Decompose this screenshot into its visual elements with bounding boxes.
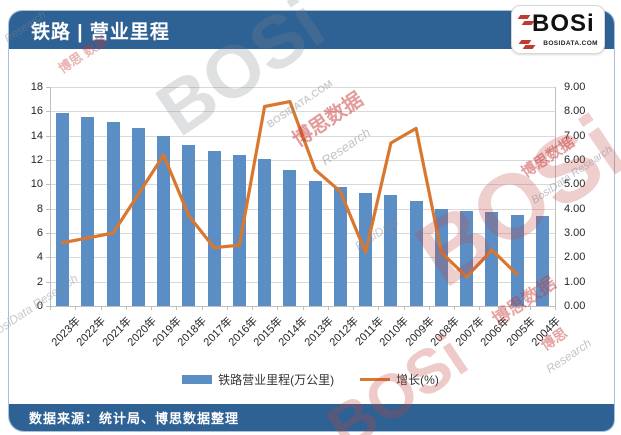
y-axis-label-left: 18 <box>30 81 43 93</box>
gridline <box>50 111 555 113</box>
x-axis-tick <box>226 306 228 310</box>
report-card: 铁路 | 营业里程 BOSi BOSIDATA.COM 铁路营业里程(万公里) <box>8 5 615 432</box>
y-axis-tick <box>46 306 50 307</box>
y-axis-tick <box>46 160 50 161</box>
x-axis-tick <box>403 306 405 310</box>
bar-2018年 <box>182 145 196 306</box>
y-axis-line-left <box>50 87 51 306</box>
bar-2007年 <box>460 211 474 306</box>
x-axis-tick <box>277 306 279 310</box>
x-axis-tick <box>75 306 77 310</box>
gridline <box>50 160 555 161</box>
x-axis-tick <box>504 306 506 310</box>
gridline <box>50 233 555 234</box>
gridline <box>50 87 555 88</box>
x-axis-tick <box>252 306 253 310</box>
gridline <box>50 184 555 186</box>
gridline <box>50 208 555 210</box>
x-axis-tick <box>378 306 380 310</box>
y-axis-tick <box>46 135 50 137</box>
x-axis-tick <box>201 306 203 310</box>
page-title: 铁路 | 营业里程 <box>31 21 170 43</box>
y-axis-tick <box>46 281 50 283</box>
bar-2010年 <box>384 195 398 306</box>
x-axis-tick <box>327 306 329 310</box>
x-axis-tick <box>428 306 430 310</box>
x-axis-tick <box>176 306 178 310</box>
bar-2016年 <box>232 155 246 306</box>
x-axis-tick <box>479 306 481 310</box>
gridline <box>50 281 555 283</box>
y-axis-label-right: 7.00 <box>564 129 586 142</box>
legend-label-mileage: 铁路营业里程(万公里) <box>218 373 335 387</box>
y-axis-label-right: 1.00 <box>564 275 586 288</box>
x-axis-tick <box>555 306 556 310</box>
logo-slash-icon <box>518 40 532 44</box>
y-axis-label-left: 10 <box>30 178 43 191</box>
bar-2005年 <box>510 214 524 306</box>
y-axis-label-left: 14 <box>30 129 43 142</box>
gridline <box>50 257 555 259</box>
y-axis-label-right: 8.00 <box>564 105 586 118</box>
bar-2023年 <box>56 112 70 306</box>
y-axis-label-left: 16 <box>30 105 43 118</box>
plot-region: 铁路营业里程(万公里) 增长(%) 18 9.00 16 8.00 14 7.00 12 6.… <box>9 49 612 404</box>
y-axis-label-right: 5.00 <box>564 178 586 191</box>
y-axis-label-left: 6 <box>36 227 43 239</box>
legend-item-mileage: 铁路营业里程(万公里) <box>182 371 334 388</box>
data-source-text: 数据来源：统计局、博思数据整理 <box>29 411 240 426</box>
growth-line <box>61 100 519 279</box>
y-axis-tick <box>46 184 50 186</box>
bar-2015年 <box>258 158 272 306</box>
y-axis-label-right: 3.00 <box>564 227 586 239</box>
logo-subtext: BOSIDATA.COM <box>543 40 598 47</box>
x-axis-tick <box>529 306 531 310</box>
legend-bar-swatch <box>182 375 213 384</box>
header-bar: 铁路 | 营业里程 BOSi BOSIDATA.COM <box>9 5 614 54</box>
bosi-logo: BOSi BOSIDATA.COM <box>511 5 605 54</box>
y-axis-tick <box>46 208 50 210</box>
footer-bar: 数据来源：统计局、博思数据整理 <box>9 404 614 431</box>
y-axis-line-right <box>555 87 556 306</box>
bar-2009年 <box>409 201 423 306</box>
x-axis-tick <box>454 306 455 310</box>
y-axis-label-right: 2.00 <box>564 251 586 264</box>
bar-2022年 <box>81 117 95 306</box>
legend-line-swatch <box>360 378 391 381</box>
bar-2019年 <box>157 135 171 306</box>
x-axis-tick <box>100 306 102 310</box>
bar-2012年 <box>333 186 347 306</box>
bar-2004年 <box>535 215 549 306</box>
x-axis-tick <box>353 306 354 310</box>
x-axis-tick <box>125 306 127 310</box>
legend-label-growth: 增长(%) <box>396 373 439 387</box>
x-axis-tick <box>50 306 51 310</box>
y-axis-label-right: 4.00 <box>564 202 586 215</box>
x-axis-tick <box>151 306 152 310</box>
y-axis-label-left: 12 <box>30 154 43 166</box>
y-axis-tick <box>46 87 50 88</box>
bar-2020年 <box>131 128 145 306</box>
y-axis-label-left: 0 <box>36 300 43 312</box>
x-axis-tick <box>302 306 304 310</box>
bar-2013年 <box>308 180 322 306</box>
y-axis-tick <box>46 233 50 234</box>
y-axis-label-right: 0.00 <box>564 300 586 312</box>
y-axis-label-left: 4 <box>36 251 43 264</box>
bar-2014年 <box>283 169 297 306</box>
y-axis-label-left: 8 <box>36 202 43 215</box>
legend-item-growth: 增长(%) <box>360 371 439 388</box>
logo-slash-icon <box>517 15 531 19</box>
y-axis-label-left: 2 <box>36 275 43 288</box>
y-axis-label-right: 9.00 <box>564 81 586 93</box>
bar-2006年 <box>485 212 499 306</box>
logo-text: BOSi <box>532 10 595 37</box>
y-axis-label-right: 6.00 <box>564 154 586 166</box>
bar-2017年 <box>207 151 221 306</box>
y-axis-tick <box>46 257 50 259</box>
legend: 铁路营业里程(万公里) 增长(%) <box>9 371 612 388</box>
y-axis-tick <box>46 111 50 113</box>
bar-2021年 <box>106 122 120 306</box>
